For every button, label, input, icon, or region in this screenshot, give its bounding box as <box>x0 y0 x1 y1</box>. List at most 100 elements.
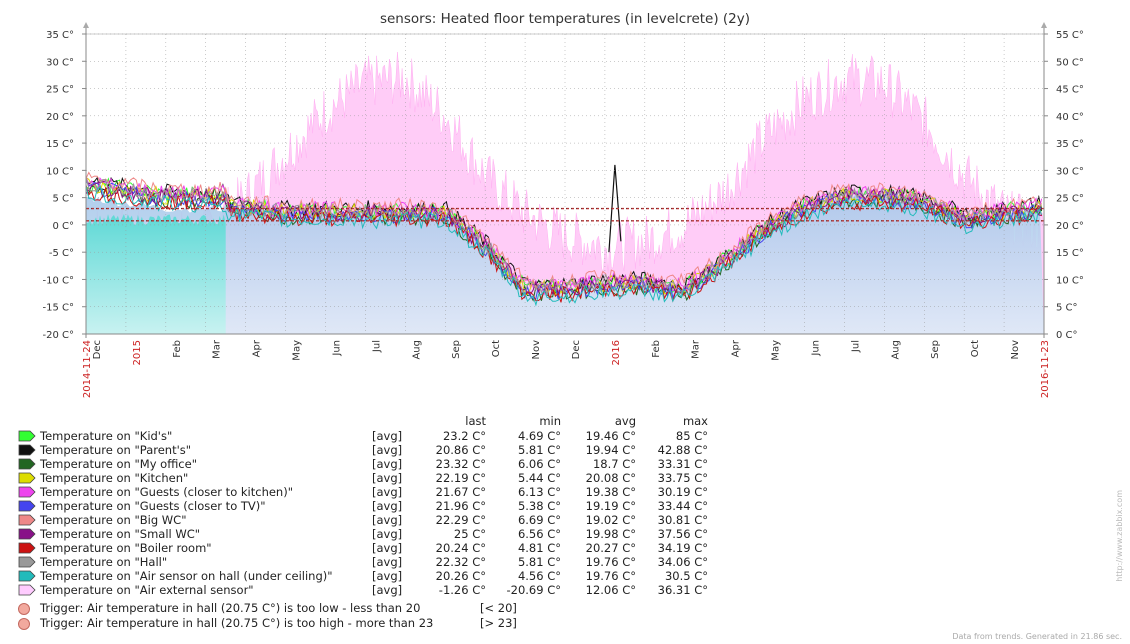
legend-swatch-icon <box>18 514 36 526</box>
legend-header-avg: avg <box>614 414 636 428</box>
y-tick-label-left: -10 C° <box>43 275 75 286</box>
legend-item-last: -1.26 C° <box>438 583 486 597</box>
legend-item-name: Temperature on "Small WC" <box>40 527 201 541</box>
x-tick-label: Apr <box>252 339 263 357</box>
y-tick-label-right: 30 C° <box>1056 166 1084 177</box>
legend-item-max: 33.31 C° <box>657 457 708 471</box>
x-start-label: 2014-11-24 <box>82 340 93 398</box>
series-line <box>85 171 1043 292</box>
y-tick-label-right: 20 C° <box>1056 221 1084 232</box>
legend-item-max: 33.75 C° <box>657 471 708 485</box>
y-tick-label-right: 0 C° <box>1056 330 1078 341</box>
y-tick-label-left: -15 C° <box>43 303 75 314</box>
y-tick-label-right: 5 C° <box>1056 303 1078 314</box>
legend-item-min: 6.69 C° <box>517 513 561 527</box>
x-tick-label: Feb <box>172 340 183 358</box>
x-tick-label: Sep <box>930 340 941 359</box>
legend-item-name: Temperature on "Guests (closer to kitche… <box>40 485 293 499</box>
x-tick-label: Dec <box>92 340 103 359</box>
legend-item-name: Temperature on "Kid's" <box>40 429 173 443</box>
legend-item-last: 25 C° <box>453 527 486 541</box>
x-tick-label: Aug <box>890 340 901 360</box>
legend-item-min: 5.44 C° <box>517 471 561 485</box>
y-tick-label-left: 15 C° <box>46 139 74 150</box>
legend-item-last: 22.32 C° <box>435 555 486 569</box>
legend-header-max: max <box>682 414 708 428</box>
x-tick-label: Mar <box>691 339 702 359</box>
legend-item-fn: [avg] <box>372 527 403 541</box>
trigger-item: Trigger: Air temperature in hall (20.75 … <box>18 616 618 630</box>
legend-item-max: 42.88 C° <box>657 443 708 457</box>
legend-item-max: 34.19 C° <box>657 541 708 555</box>
x-tick-label: Jun <box>810 340 821 357</box>
legend-item-avg: 19.76 C° <box>585 555 636 569</box>
legend-item-last: 21.96 C° <box>435 499 486 513</box>
legend-swatch-icon <box>18 500 36 512</box>
chart: sensors: Heated floor temperatures (in l… <box>43 11 1084 398</box>
legend-item-avg: 19.98 C° <box>585 527 636 541</box>
legend-item-min: 5.81 C° <box>517 443 561 457</box>
legend-item-min: 6.06 C° <box>517 457 561 471</box>
legend-item-max: 33.44 C° <box>657 499 708 513</box>
legend-swatch-icon <box>18 444 36 456</box>
series-line <box>85 177 1042 297</box>
legend-item-fn: [avg] <box>372 499 403 513</box>
trigger-dot-icon <box>18 618 30 630</box>
legend-item-min: 5.81 C° <box>517 555 561 569</box>
legend-item-fn: [avg] <box>372 485 403 499</box>
legend-item-min: -20.69 C° <box>506 583 561 597</box>
legend-item-avg: 19.46 C° <box>585 429 636 443</box>
trigger-dot-icon <box>18 603 30 615</box>
legend-item-name: Temperature on "Air external sensor" <box>40 583 254 597</box>
legend-item-avg: 12.06 C° <box>585 583 636 597</box>
legend-item-fn: [avg] <box>372 471 403 485</box>
legend-item-avg: 19.02 C° <box>585 513 636 527</box>
x-tick-label: Apr <box>731 339 742 357</box>
y-tick-label-right: 10 C° <box>1056 275 1084 286</box>
y-tick-label-right: 35 C° <box>1056 139 1084 150</box>
x-tick-label: Mar <box>212 339 223 359</box>
trigger-condition: [> 23] <box>480 616 517 630</box>
x-tick-label: Nov <box>1010 340 1021 360</box>
trigger-condition: [< 20] <box>480 601 517 615</box>
series-line <box>85 185 1043 303</box>
y-tick-label-right: 55 C° <box>1056 30 1084 41</box>
trigger-item: Trigger: Air temperature in hall (20.75 … <box>18 601 618 615</box>
x-tick-label: May <box>292 340 303 361</box>
legend-item-name: Temperature on "Boiler room" <box>40 541 212 555</box>
legend-item-min: 4.69 C° <box>517 429 561 443</box>
x-end-label: 2016-11-23 <box>1040 340 1051 398</box>
legend-header-last: last <box>465 414 486 428</box>
y-tick-label-left: 25 C° <box>46 85 74 96</box>
legend-item-min: 6.13 C° <box>517 485 561 499</box>
x-tick-label: 2015 <box>132 340 143 365</box>
legend-item-avg: 18.7 C° <box>592 457 636 471</box>
legend-item-min: 4.56 C° <box>517 569 561 583</box>
x-tick-label: 2016 <box>611 340 622 365</box>
y-tick-label-left: 30 C° <box>46 57 74 68</box>
x-tick-label: Oct <box>491 340 502 357</box>
legend-item-min: 4.81 C° <box>517 541 561 555</box>
legend-item-max: 36.31 C° <box>657 583 708 597</box>
legend-swatch-icon <box>18 472 36 484</box>
legend-item-name: Temperature on "Big WC" <box>40 513 187 527</box>
legend-item-avg: 19.38 C° <box>585 485 636 499</box>
legend-item-max: 37.56 C° <box>657 527 708 541</box>
x-tick-label: Jun <box>331 340 342 357</box>
footer-note: Data from trends. Generated in 21.86 sec… <box>952 632 1122 641</box>
legend-item-avg: 20.27 C° <box>585 541 636 555</box>
legend-item-fn: [avg] <box>372 457 403 471</box>
y-tick-label-left: 10 C° <box>46 166 74 177</box>
legend-item-last: 20.86 C° <box>435 443 486 457</box>
axis-arrow-icon <box>1041 22 1047 28</box>
legend-item-last: 22.29 C° <box>435 513 486 527</box>
legend-item-fn: [avg] <box>372 555 403 569</box>
x-tick-label: Nov <box>531 340 542 360</box>
legend-item-last: 20.26 C° <box>435 569 486 583</box>
legend-item-fn: [avg] <box>372 569 403 583</box>
legend-item-last: 23.2 C° <box>442 429 486 443</box>
y-tick-label-left: -5 C° <box>49 248 74 259</box>
x-tick-label: May <box>771 340 782 361</box>
legend-swatch-icon <box>18 542 36 554</box>
legend-item-fn: [avg] <box>372 583 403 597</box>
